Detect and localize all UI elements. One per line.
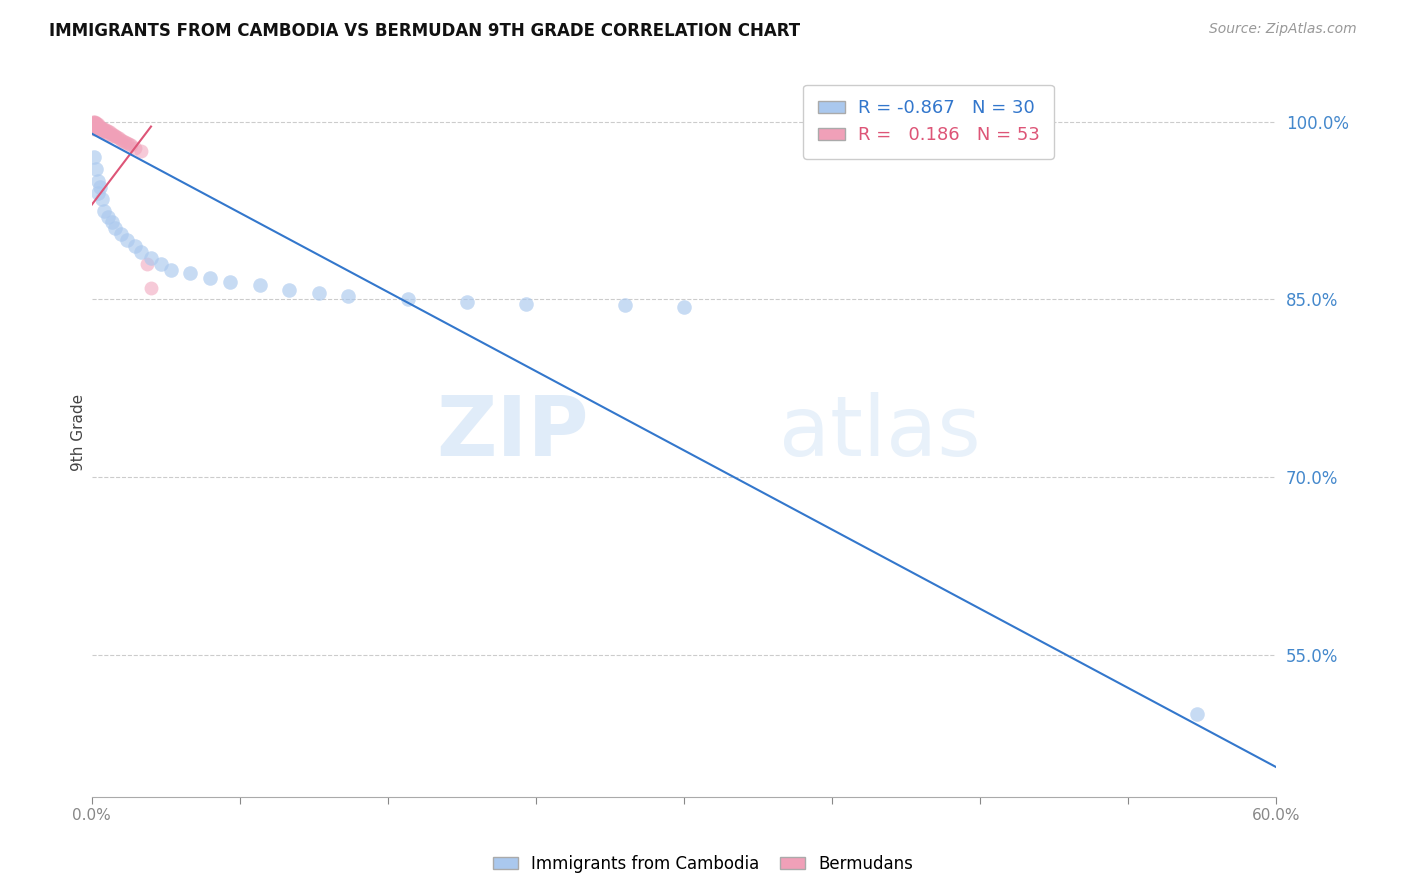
Point [87,186,110,200]
Point [83,117,105,131]
Point [87,117,110,131]
Text: Source: ZipAtlas.com: Source: ZipAtlas.com [1209,22,1357,37]
Point [219,275,242,289]
Point [107,130,129,145]
Point [84,117,107,131]
Point [179,266,201,280]
Point [94,123,117,137]
Point [83,119,105,133]
Point [98,125,121,139]
Point [83,116,105,130]
Point [83,117,105,131]
Point [86,119,108,133]
Point [1185,706,1208,721]
Point [84,120,107,134]
Point [100,128,122,143]
Legend: R = -0.867   N = 30, R =   0.186   N = 53: R = -0.867 N = 30, R = 0.186 N = 53 [803,85,1054,159]
Point [87,122,110,136]
Point [90,192,112,206]
Point [120,138,142,153]
Point [97,127,120,141]
Point [90,124,112,138]
Point [110,132,132,146]
Y-axis label: 9th Grade: 9th Grade [72,394,86,471]
Point [308,286,330,301]
Point [94,125,117,139]
Point [89,180,111,194]
Point [84,116,107,130]
Point [100,127,122,141]
Text: IMMIGRANTS FROM CAMBODIA VS BERMUDAN 9TH GRADE CORRELATION CHART: IMMIGRANTS FROM CAMBODIA VS BERMUDAN 9TH… [49,22,800,40]
Point [84,162,107,177]
Point [93,122,115,136]
Point [83,120,105,134]
Point [112,134,135,148]
Point [118,137,141,152]
Point [129,145,152,159]
Point [249,278,271,293]
Point [124,239,146,253]
Point [97,210,120,224]
Point [110,227,132,242]
Point [108,131,131,145]
Point [278,283,301,297]
Point [117,233,139,247]
Point [672,300,695,314]
Point [86,120,108,134]
Point [87,174,110,188]
Point [82,115,104,129]
Point [100,215,122,229]
Point [104,221,127,235]
Point [149,257,172,271]
Legend: Immigrants from Cambodia, Bermudans: Immigrants from Cambodia, Bermudans [486,848,920,880]
Point [136,257,159,271]
Point [84,120,107,135]
Point [93,203,115,218]
Point [139,280,162,294]
Point [89,123,111,137]
Point [90,122,112,136]
Point [124,141,146,155]
Point [139,251,162,265]
Point [159,262,181,277]
Point [82,120,104,134]
Point [84,119,107,133]
Point [83,116,105,130]
Point [103,128,125,142]
Point [515,297,537,311]
Point [87,120,110,134]
Point [613,298,636,312]
Point [117,136,139,150]
Point [104,128,127,143]
Point [83,115,105,129]
Point [83,119,105,133]
Point [87,119,110,133]
Point [114,135,136,149]
Point [83,122,105,136]
Point [83,150,105,164]
Point [129,245,152,260]
Point [90,120,112,135]
Point [82,117,104,131]
Point [396,293,419,307]
Point [93,124,115,138]
Point [89,120,111,135]
Point [97,124,120,138]
Point [200,271,222,285]
Point [89,120,111,134]
Text: atlas: atlas [779,392,980,473]
Point [456,294,478,309]
Point [83,115,105,129]
Point [337,289,360,303]
Text: ZIP: ZIP [437,392,589,473]
